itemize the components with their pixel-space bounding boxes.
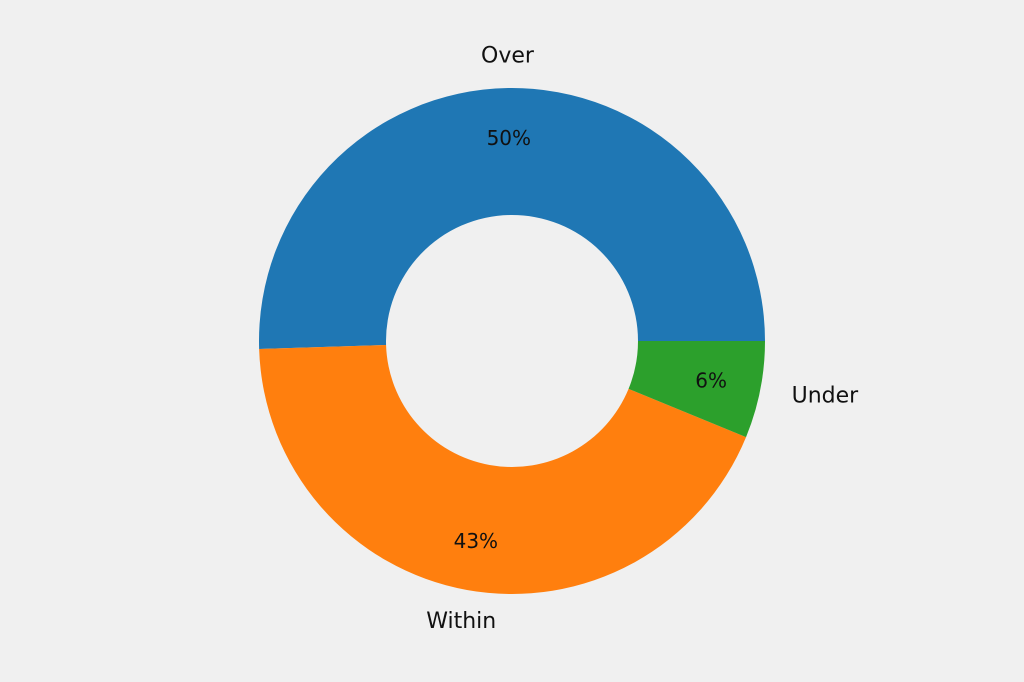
slice-over (259, 88, 765, 349)
pct-label-under: 6% (695, 368, 727, 392)
pct-label-within: 43% (454, 529, 498, 553)
slice-under (628, 341, 765, 438)
category-label-within: Within (426, 609, 496, 634)
slice-within (259, 344, 747, 595)
labels-group: 50% Over 43% Within 6% Under (426, 44, 859, 634)
category-label-over: Over (481, 44, 535, 69)
category-label-under: Under (792, 384, 860, 409)
pct-label-over: 50% (487, 126, 531, 150)
slices-group (259, 88, 765, 595)
